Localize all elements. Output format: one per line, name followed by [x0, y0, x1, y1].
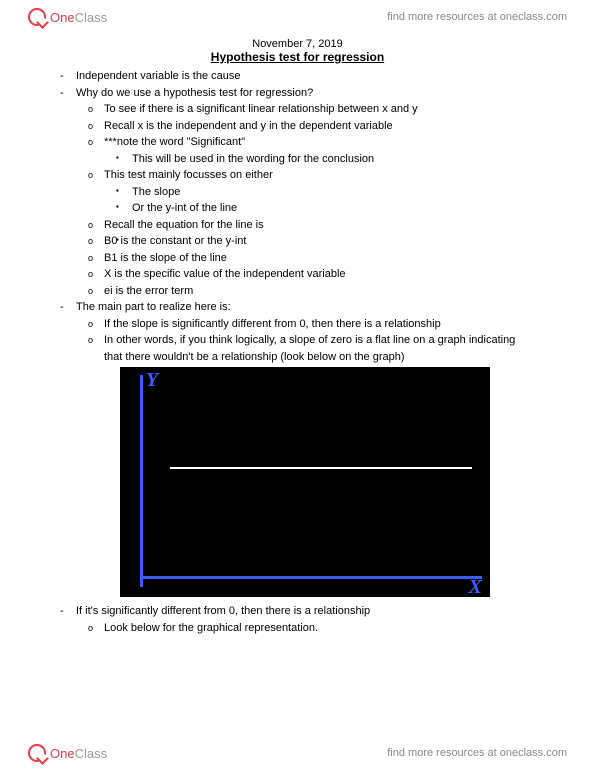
bullet-list: If it's significantly different from 0, …	[60, 603, 535, 636]
bullet-list: Independent variable is the cause Why do…	[60, 68, 535, 365]
list-item: If it's significantly different from 0, …	[60, 603, 535, 636]
doc-date: November 7, 2019	[60, 38, 535, 50]
logo-text: OneClass	[50, 10, 107, 25]
list-item: Or the y-int of the line	[104, 200, 535, 217]
list-text: Why do we use a hypothesis test for regr…	[76, 87, 313, 99]
logo-text-class: Class	[75, 10, 108, 25]
doc-title: Hypothesis test for regression	[60, 50, 535, 64]
oneclass-logo-icon	[28, 8, 46, 26]
x-axis	[140, 576, 482, 579]
list-item: Recall x is the independent and y in the…	[76, 118, 535, 135]
logo: OneClass	[28, 8, 107, 26]
list-item: If the slope is significantly different …	[76, 316, 535, 333]
x-axis-label: X	[469, 576, 482, 599]
list-text: The main part to realize here is:	[76, 301, 231, 313]
list-item: In other words, if you think logically, …	[76, 332, 535, 365]
logo-text-one: One	[50, 10, 75, 25]
document-body: November 7, 2019 Hypothesis test for reg…	[0, 34, 595, 636]
y-axis-label: Y	[146, 369, 158, 392]
list-item: Why do we use a hypothesis test for regr…	[60, 85, 535, 300]
list-item: ***note the word "Significant" This will…	[76, 134, 535, 167]
list-item: This will be used in the wording for the…	[104, 151, 535, 168]
list-item: Look below for the graphical representat…	[76, 620, 535, 637]
list-item: X is the specific value of the independe…	[76, 266, 535, 283]
list-text: If it's significantly different from 0, …	[76, 605, 370, 617]
list-item: The slope	[104, 184, 535, 201]
list-item: To see if there is a significant linear …	[76, 101, 535, 118]
list-text: ***note the word "Significant"	[104, 136, 245, 148]
y-axis	[140, 375, 143, 587]
list-item: This test mainly focusses on either The …	[76, 167, 535, 217]
list-item: ei is the error term	[76, 283, 535, 300]
logo: OneClass	[28, 744, 107, 762]
list-item: B1 is the slope of the line	[76, 250, 535, 267]
graph-container: Y X	[60, 367, 535, 597]
flat-line-graph: Y X	[120, 367, 490, 597]
page-header: OneClass find more resources at oneclass…	[0, 0, 595, 34]
footer-link[interactable]: find more resources at oneclass.com	[387, 747, 567, 759]
list-text: This test mainly focusses on either	[104, 169, 273, 181]
logo-text-class: Class	[75, 746, 108, 761]
page-footer: OneClass find more resources at oneclass…	[0, 736, 595, 770]
list-item: Recall the equation for the line is	[76, 217, 535, 234]
zero-slope-line	[170, 467, 472, 469]
list-item: The main part to realize here is: If the…	[60, 299, 535, 365]
oneclass-logo-icon	[28, 744, 46, 762]
header-link[interactable]: find more resources at oneclass.com	[387, 11, 567, 23]
list-item: B0 is the constant or the y-int	[76, 233, 535, 250]
logo-text-one: One	[50, 746, 75, 761]
list-text: Recall the equation for the line is	[104, 219, 264, 231]
list-item: Independent variable is the cause	[60, 68, 535, 85]
logo-text: OneClass	[50, 746, 107, 761]
